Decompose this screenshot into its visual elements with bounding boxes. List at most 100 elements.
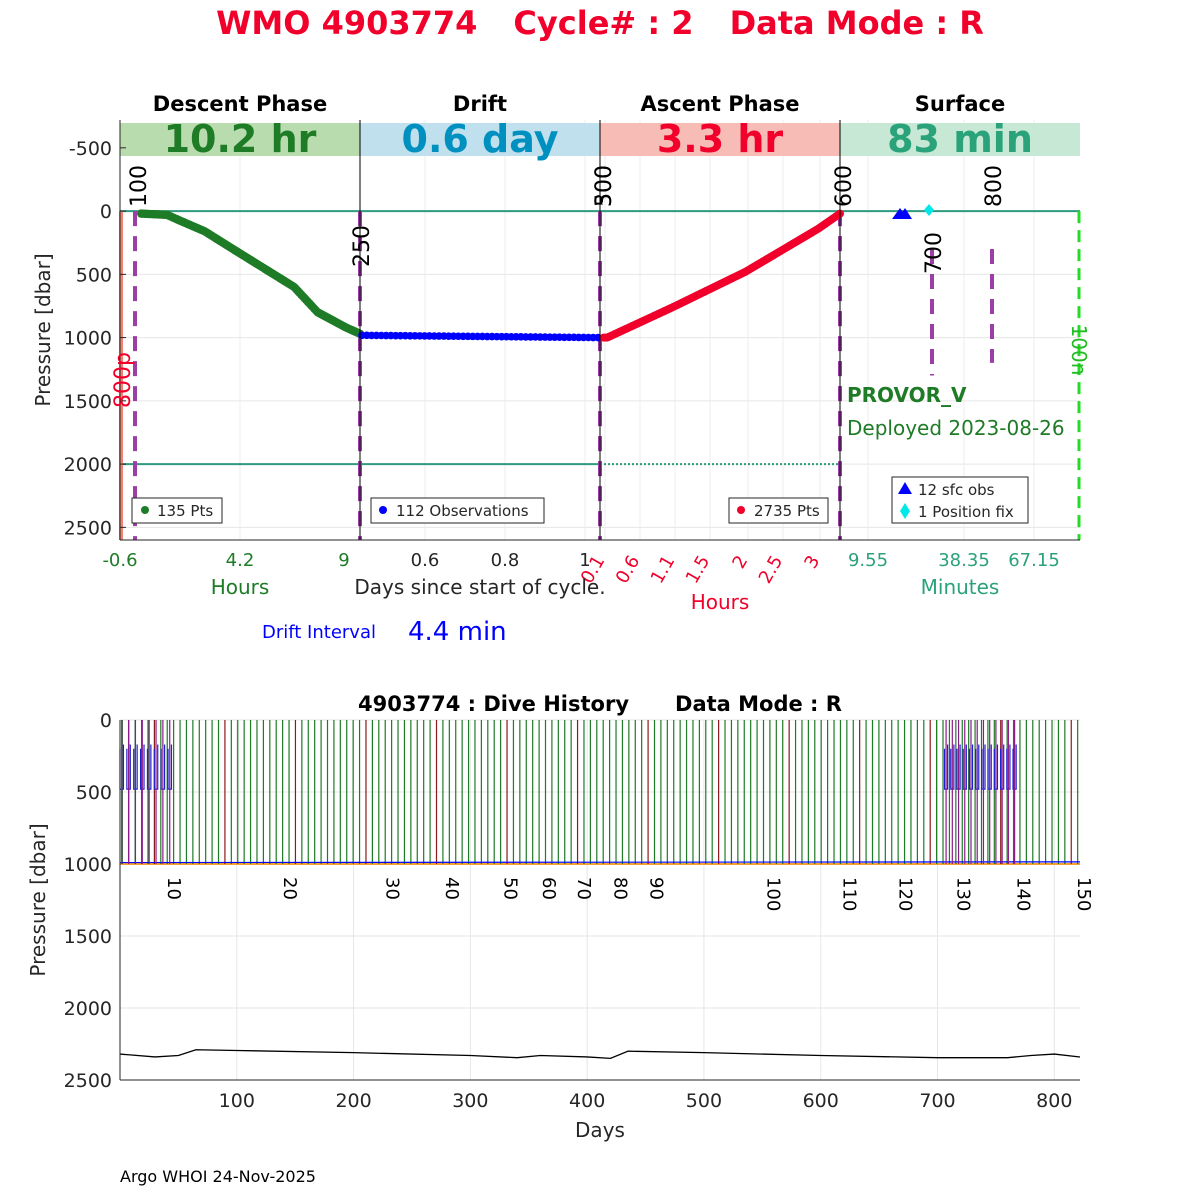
descent-x-label: Hours xyxy=(211,575,270,599)
surface-x-tick-label: 38.35 xyxy=(938,550,990,571)
cycle-label: 50 xyxy=(500,877,521,900)
bottom-y-tick-label: 1500 xyxy=(64,926,112,948)
phase-duration: 10.2 hr xyxy=(164,117,317,161)
deployed-date: Deployed 2023-08-26 xyxy=(847,416,1065,440)
legend-ascent: 2735 Pts xyxy=(728,497,829,524)
drift-interval-value: 4.4 min xyxy=(408,617,507,647)
phase-band xyxy=(120,123,360,156)
profile-series xyxy=(136,204,934,342)
phase-name: Ascent Phase xyxy=(641,92,800,116)
bottom-y-tick-label: 2000 xyxy=(64,998,112,1020)
surface-x-tick-label: 67.15 xyxy=(1008,550,1060,571)
cycle-label: 90 xyxy=(646,877,667,900)
drift-x-label: Days since start of cycle. xyxy=(354,575,605,599)
bottom-grid xyxy=(120,719,1080,1081)
bottom-x-tick-label: 400 xyxy=(569,1090,605,1112)
surface-x-label: Minutes xyxy=(921,575,1000,599)
marker-label: 800 xyxy=(982,165,1007,207)
bottom-x-tick-label: 200 xyxy=(335,1090,371,1112)
ascent-x-label: Hours xyxy=(691,590,750,614)
side-label-right: 100n xyxy=(1067,325,1091,376)
bottom-y-tick-label: 500 xyxy=(76,782,112,804)
phase-band xyxy=(360,123,600,156)
bottom-x-tick-label: 100 xyxy=(219,1090,255,1112)
cycle-label: 30 xyxy=(382,877,403,900)
marker-label: 600 xyxy=(832,165,857,207)
title-wmo: WMO 4903774 xyxy=(216,4,477,42)
legend-ascent-label: 2735 Pts xyxy=(754,502,820,520)
top-y-tick-label: 0 xyxy=(100,201,112,223)
cycle-label: 20 xyxy=(279,877,300,900)
legend-descent: 135 Pts xyxy=(131,497,223,524)
float-type: PROVOR_V xyxy=(847,383,967,407)
top-y-tick-label: 2000 xyxy=(64,454,112,476)
drift-trace xyxy=(119,861,1081,864)
marker-label: 250 xyxy=(350,225,375,267)
bottom-axes: 0 500 1000 1500 2000 2500 100 200 300 400 500 600 70… xyxy=(64,710,1080,1112)
sfc-obs-marker xyxy=(898,208,912,219)
legend-surface: 12 sfc obs 1 Position fix xyxy=(891,476,1029,524)
cycle-label: 130 xyxy=(953,877,974,911)
descent-x-tick-label: 9 xyxy=(338,550,349,571)
cycle-label: 80 xyxy=(609,877,630,900)
marker-label: 500 xyxy=(592,165,617,207)
bottom-title: 4903774 : Dive History Data Mode : R xyxy=(358,692,842,716)
descent-x-tick-label: 4.2 xyxy=(226,550,255,571)
legend-descent-label: 135 Pts xyxy=(157,502,213,520)
descent-x-tick-label: -0.6 xyxy=(102,550,137,571)
drift-x-tick-label: 0.8 xyxy=(491,550,520,571)
surface-x-tick-label: 9.55 xyxy=(848,550,888,571)
bottom-y-tick-label: 2500 xyxy=(64,1070,112,1092)
top-y-tick-label: 1500 xyxy=(64,391,112,413)
side-label-left: 800p xyxy=(111,352,136,408)
cycle-label: 60 xyxy=(538,877,559,900)
top-y-tick-label: 2500 xyxy=(64,517,112,539)
bottom-x-tick-label: 600 xyxy=(803,1090,839,1112)
phase-duration: 83 min xyxy=(887,117,1033,161)
bottom-y-tick-label: 1000 xyxy=(64,854,112,876)
top-y-tick-label: 500 xyxy=(76,264,112,286)
ascent-x-tick-label: 0.6 xyxy=(612,552,645,587)
drift-x-tick-label: 0.6 xyxy=(411,550,440,571)
top-y-tick-label: 1000 xyxy=(64,328,112,350)
phase-name: Descent Phase xyxy=(153,92,327,116)
bottom-title-mode: Data Mode : R xyxy=(675,692,842,716)
footer-credit: Argo WHOI 24-Nov-2025 xyxy=(120,1167,316,1186)
phase-name: Surface xyxy=(915,92,1005,116)
bottom-x-tick-label: 800 xyxy=(1036,1090,1072,1112)
position-fix-marker xyxy=(924,204,934,216)
cycle-label: 120 xyxy=(894,877,915,911)
ascent-x-tick-label: 1.5 xyxy=(682,552,715,587)
bottom-x-axis-label: Days xyxy=(575,1118,625,1142)
phase-band xyxy=(600,123,840,156)
title-mode: Data Mode : R xyxy=(730,4,984,42)
legend-drift-label: 112 Observations xyxy=(396,502,529,520)
figure-title: WMO 4903774 Cycle# : 2 Data Mode : R xyxy=(216,4,984,42)
legend-position-fix-label: 1 Position fix xyxy=(918,503,1014,521)
short-drift-trace xyxy=(119,744,173,790)
dive-series: 10 20 30 40 50 60 70 80 90 100 110 120 130 140 150 xyxy=(119,720,1094,1060)
drift-interval-label: Drift Interval xyxy=(262,622,376,643)
top-y-tick-label: -500 xyxy=(69,138,112,160)
bottom-y-axis-label: Pressure [dbar] xyxy=(26,823,50,976)
phase-band xyxy=(840,123,1080,156)
cycle-label: 40 xyxy=(441,877,462,900)
ascent-x-tick-label: 2 xyxy=(728,552,752,572)
legend-drift: 112 Observations xyxy=(370,497,545,524)
cycle-label: 100 xyxy=(762,877,783,911)
bottom-x-tick-label: 300 xyxy=(452,1090,488,1112)
cycle-label: 140 xyxy=(1012,877,1033,911)
bathymetry-line xyxy=(119,1049,1081,1060)
phase-duration: 0.6 day xyxy=(402,117,559,161)
dive-history-chart: 10 20 30 40 50 60 70 80 90 100 110 120 130 140 150 0 50… xyxy=(26,692,1094,1142)
bottom-y-tick-label: 0 xyxy=(100,710,112,732)
marker-label: 700 xyxy=(922,232,947,274)
drift-x-tick-label: 1 xyxy=(579,550,590,571)
cycle-label: 70 xyxy=(573,877,594,900)
phase-name: Drift xyxy=(453,92,507,116)
ascent-x-tick-label: 3 xyxy=(800,552,824,572)
